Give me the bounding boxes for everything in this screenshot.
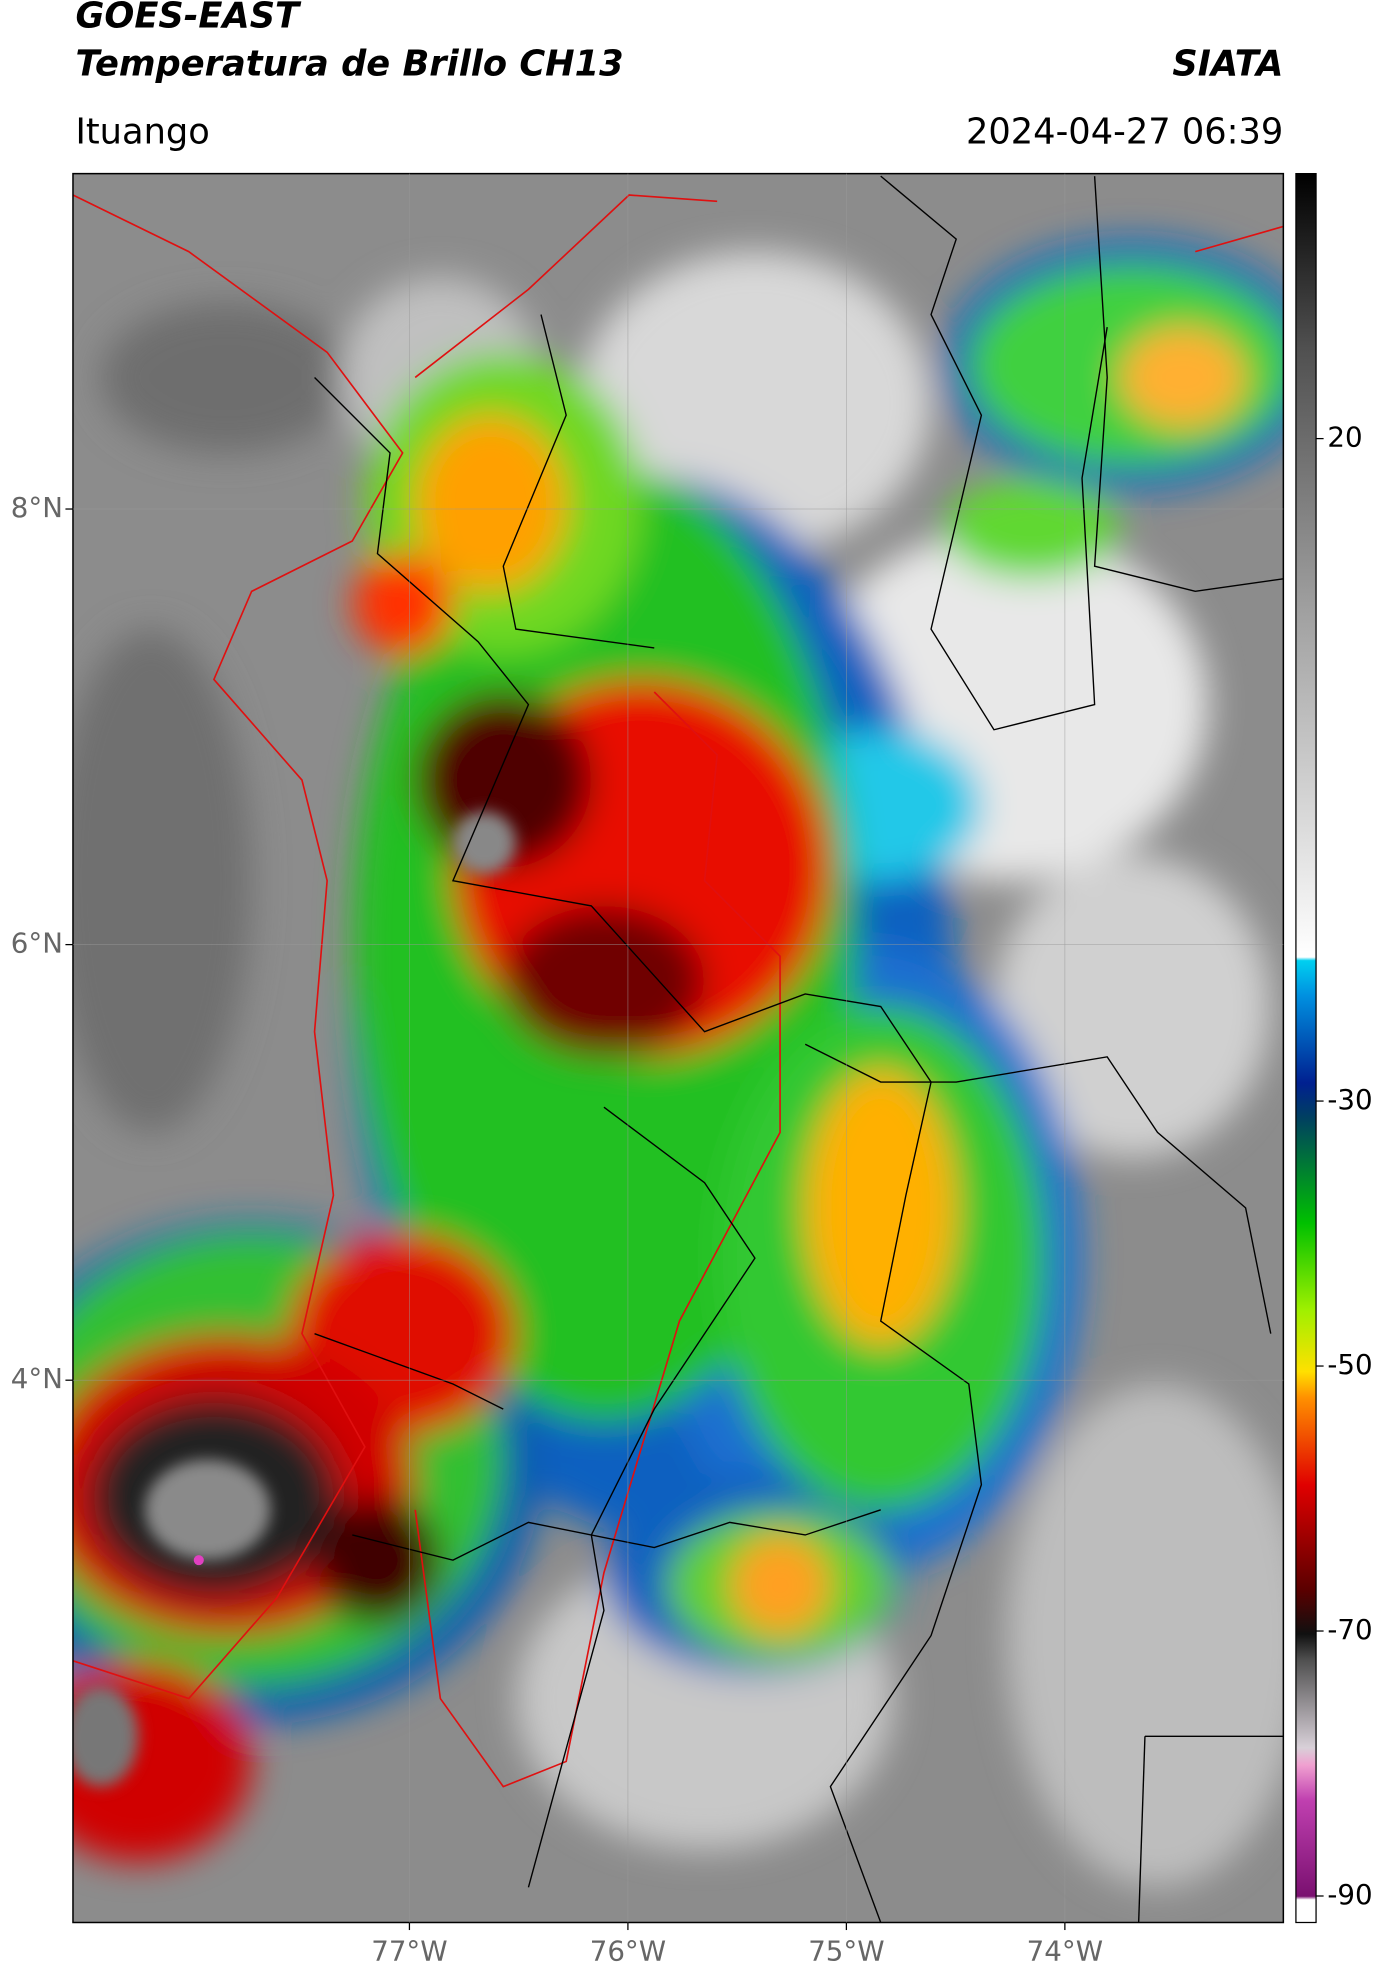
lon-tick-label: 74°W [1027, 1935, 1103, 1968]
colorbar-tick-label: -50 [1327, 1348, 1372, 1381]
colorbar-tick-label: -30 [1327, 1083, 1372, 1116]
colorbar-tick-label: 20 [1327, 421, 1362, 454]
lon-tick-label: 77°W [371, 1935, 447, 1968]
lon-tick-label: 76°W [590, 1935, 666, 1968]
lon-tick-label: 75°W [808, 1935, 884, 1968]
datetime: 2024-04-27 06:39 [966, 111, 1283, 152]
map-frame [72, 172, 1285, 1924]
source: SIATA [1172, 43, 1283, 84]
location: Ituango [75, 111, 209, 152]
lat-tick-label: 8°N [11, 491, 63, 524]
satellite-image [72, 173, 1284, 1923]
colorbar-tick-label: -90 [1327, 1878, 1372, 1911]
title-line1: GOES-EAST [75, 0, 302, 37]
colorbar [1295, 172, 1317, 1924]
colorbar-tick-label: -70 [1327, 1613, 1372, 1646]
lat-tick-label: 4°N [11, 1362, 63, 1395]
title-line2: Temperatura de Brillo CH13 [75, 43, 623, 84]
lat-tick-label: 6°N [11, 927, 63, 960]
